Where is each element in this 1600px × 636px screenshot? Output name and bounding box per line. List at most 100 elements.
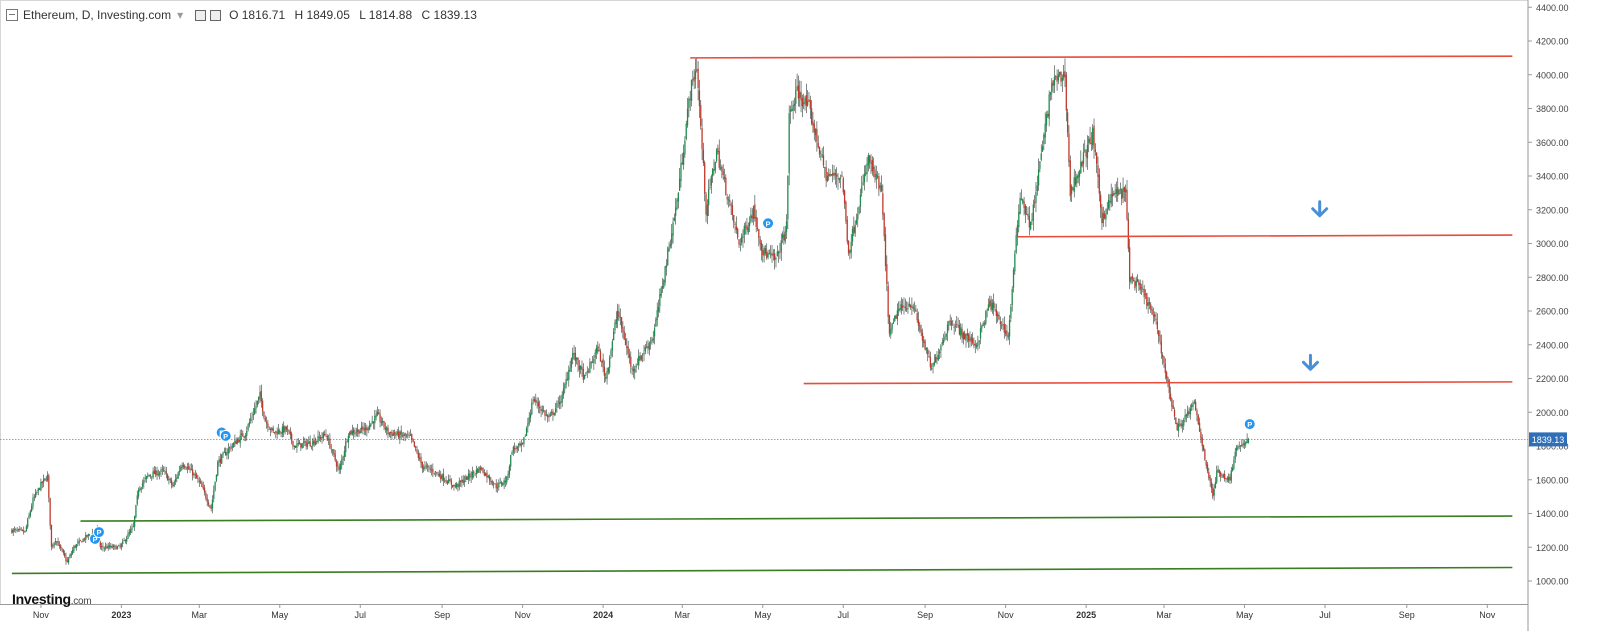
candle: [614, 319, 616, 334]
candle: [751, 208, 753, 223]
candle: [356, 423, 359, 437]
candle-body: [853, 226, 855, 233]
candle-body: [1084, 149, 1086, 152]
candle: [327, 434, 330, 446]
dropdown-icon[interactable]: ▾: [177, 8, 184, 22]
candle: [122, 538, 124, 548]
candle: [742, 229, 744, 248]
candle-body: [644, 346, 646, 352]
candle: [657, 299, 660, 318]
candle-body: [876, 175, 879, 177]
candle-body: [958, 324, 961, 335]
candle-body: [234, 440, 236, 444]
candle: [467, 469, 470, 485]
candle: [133, 515, 136, 531]
candle: [112, 544, 115, 550]
candle: [466, 476, 468, 481]
candle: [250, 413, 252, 424]
candle-body: [1216, 470, 1218, 483]
candle: [346, 438, 348, 443]
candle-body: [572, 353, 574, 360]
candle-body: [144, 478, 146, 480]
candle: [595, 344, 598, 360]
candle-body: [884, 234, 887, 267]
candle-body: [1028, 215, 1031, 228]
candle: [40, 478, 42, 492]
candle: [689, 90, 691, 111]
candle: [678, 168, 681, 191]
candle-body: [499, 482, 501, 483]
candle: [186, 463, 189, 474]
candle: [280, 431, 282, 438]
candle: [872, 157, 875, 178]
candle: [814, 128, 817, 143]
candle-body: [1129, 247, 1131, 282]
close-icon[interactable]: [210, 9, 222, 21]
candle-body: [82, 538, 84, 542]
candle: [1096, 152, 1098, 173]
candle-body: [285, 427, 288, 430]
candle: [702, 142, 705, 166]
marker-circle: [92, 526, 105, 539]
candle: [857, 207, 859, 228]
candle: [312, 438, 314, 451]
candle: [60, 544, 62, 552]
candle: [634, 365, 636, 380]
candle: [162, 466, 165, 472]
candle: [636, 358, 639, 366]
candle: [475, 465, 478, 478]
collapse-icon[interactable]: [6, 9, 18, 21]
candle-body: [1181, 424, 1184, 427]
candle-body: [1000, 325, 1003, 326]
candle-body: [704, 162, 706, 194]
marker-glyph: P: [223, 432, 228, 441]
candle-body: [752, 205, 755, 219]
x-tick-label: Jul: [355, 610, 367, 620]
candle-body: [822, 155, 825, 166]
candle-body: [892, 322, 895, 324]
candle-body: [432, 468, 434, 473]
candle-body: [366, 427, 368, 431]
candle-body: [979, 328, 982, 339]
candle-body: [639, 356, 641, 361]
candle: [1131, 273, 1133, 284]
candle: [289, 427, 291, 440]
candle: [1111, 187, 1114, 207]
candle-body: [452, 484, 454, 487]
candle: [859, 188, 862, 214]
candle: [898, 301, 900, 317]
candle: [896, 303, 899, 325]
candle-body: [1039, 161, 1041, 169]
candle-body: [784, 231, 786, 242]
candle: [803, 93, 805, 109]
candle: [335, 459, 338, 472]
candle: [430, 464, 433, 476]
candle: [308, 436, 310, 444]
candle: [129, 525, 132, 536]
candle: [508, 464, 511, 479]
candle-body: [1225, 478, 1227, 480]
candle-body: [743, 225, 745, 235]
candle-body: [1074, 177, 1077, 185]
candle-body: [945, 334, 947, 337]
candle: [110, 542, 112, 550]
candle: [979, 322, 982, 345]
candle-body: [1117, 187, 1119, 197]
candle: [294, 445, 297, 448]
candle-body: [553, 412, 555, 415]
candle-body: [576, 357, 578, 360]
candle-body: [684, 140, 686, 155]
candle-body: [907, 308, 909, 309]
candle: [756, 217, 759, 232]
candle: [863, 165, 866, 191]
candle: [821, 147, 823, 159]
candle: [291, 431, 293, 445]
candle-body: [994, 309, 996, 310]
candle: [521, 442, 524, 446]
candle-body: [131, 527, 133, 530]
candle-body: [909, 305, 912, 308]
candle-body: [1035, 191, 1037, 203]
settings-icon[interactable]: [195, 9, 207, 21]
candle-body: [267, 423, 269, 428]
